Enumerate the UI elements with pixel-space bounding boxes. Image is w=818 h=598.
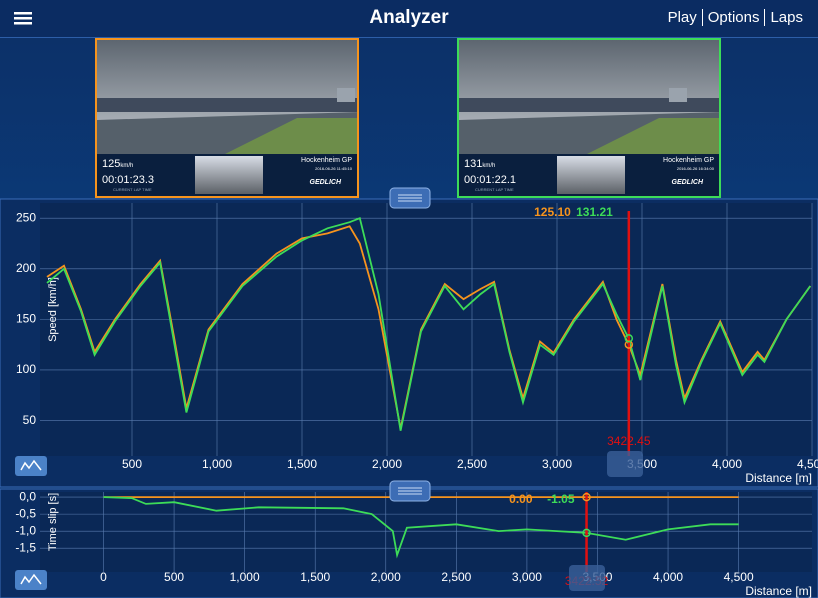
x-tick-label: 4,500 (724, 570, 754, 584)
button-body (15, 456, 47, 476)
cursor-marker (624, 334, 634, 343)
splitter-handle[interactable] (389, 187, 431, 209)
plot-area (40, 492, 812, 572)
button-icon (20, 573, 42, 585)
plot-area (40, 203, 812, 456)
x-tick-label: 3,500 (627, 457, 657, 471)
y-axis-label: Speed [km/h] (47, 277, 59, 342)
speed-unit: km/h (120, 163, 134, 169)
x-tick-label: 2,000 (372, 457, 402, 471)
lap-time-caption: CURRENT LAP TIME (113, 187, 152, 192)
x-tick-label: 2,500 (457, 457, 487, 471)
menu-item[interactable]: Laps (764, 9, 808, 26)
button-body (15, 570, 47, 590)
track: Hockenheim GP (663, 157, 714, 164)
speed: 131km/h (464, 158, 495, 170)
x-tick-label: 4,000 (712, 457, 742, 471)
date: 2016-06-26 16:34:00 (676, 166, 714, 171)
x-tick-label: 3,500 (582, 570, 612, 584)
scroll-thumb[interactable] (569, 565, 605, 591)
x-tick-label: 1,000 (230, 570, 260, 584)
x-tick-label: 3,000 (542, 457, 572, 471)
series-line (103, 496, 739, 559)
menu-item[interactable]: Options (701, 9, 765, 26)
video-info: 125km/h 00:01:23.3 CURRENT LAP TIME Hock… (97, 154, 357, 196)
onboard-thumbnail (557, 156, 625, 194)
y-tick-label: 250 (16, 210, 36, 224)
scroll-thumb[interactable] (607, 451, 643, 477)
top-bar: Analyzer Play Options Laps (0, 0, 818, 38)
cursor-position: 3422.45 (607, 434, 651, 448)
x-axis-label: Distance [m] (745, 584, 812, 598)
onboard-thumbnail (195, 156, 263, 194)
video-frame (97, 40, 357, 158)
speed-value: 131 (464, 158, 483, 170)
title: Analyzer (369, 7, 449, 28)
x-tick-label: 2,500 (441, 570, 471, 584)
cursor-marker (582, 492, 591, 502)
x-tick-label: 1,500 (300, 570, 330, 584)
handle-body (389, 187, 431, 209)
handle-body (389, 480, 431, 502)
speed-value: 125 (102, 158, 121, 170)
cursor-value: 131.21 (576, 205, 613, 219)
video-panel[interactable]: 125km/h 00:01:23.3 CURRENT LAP TIME Hock… (95, 38, 359, 198)
x-tick-label: 2,000 (371, 570, 401, 584)
x-tick-label: 500 (164, 570, 184, 584)
date: 2016-06-26 11:45:10 (315, 166, 352, 171)
lap-time: 00:01:23.3 (102, 174, 154, 186)
lap-time-caption: CURRENT LAP TIME (475, 187, 514, 192)
menu-button[interactable] (14, 12, 32, 25)
series-line (46, 216, 812, 431)
y-axis-label: Time slip [s] (47, 493, 59, 551)
cursor-value: 125.10 (534, 205, 571, 219)
cursor-position: 3422.52 (565, 574, 609, 588)
y-tick-label: 200 (16, 261, 36, 275)
video-info: 131km/h 00:01:22.1 CURRENT LAP TIME Hock… (459, 154, 719, 196)
y-tick-label: -1,0 (15, 523, 36, 537)
cursor-value: -1.05 (547, 492, 575, 506)
y-tick-label: 150 (16, 312, 36, 326)
button-icon (20, 459, 42, 471)
slip-panel (0, 488, 818, 598)
series-line (46, 225, 812, 429)
brand: GEDLICH (309, 179, 342, 186)
cursor-marker (582, 528, 591, 538)
x-tick-label: 1,000 (202, 457, 232, 471)
x-tick-label: 4,000 (653, 570, 683, 584)
y-tick-label: -0,5 (15, 506, 36, 520)
x-tick-label: 0 (100, 570, 107, 584)
speed: 125km/h (102, 158, 133, 170)
x-tick-label: 1,500 (287, 457, 317, 471)
x-tick-label: 4,500 (797, 457, 818, 471)
y-tick-label: 0,0 (19, 489, 36, 503)
speed-unit: km/h (482, 163, 496, 169)
chart-toggle[interactable] (15, 456, 47, 476)
cursor-value: 0.00 (509, 492, 533, 506)
menu-item[interactable]: Play (667, 9, 697, 26)
x-axis-label: Distance [m] (745, 471, 812, 485)
chart-toggle[interactable] (15, 570, 47, 590)
brand: GEDLICH (671, 179, 704, 186)
y-tick-label: 100 (16, 362, 36, 376)
y-tick-label: 50 (23, 413, 37, 427)
x-tick-label: 3,000 (512, 570, 542, 584)
cursor-marker (624, 340, 634, 349)
y-tick-label: -1,5 (15, 540, 36, 554)
menu: Play Options Laps (663, 9, 808, 26)
video-frame (459, 40, 719, 158)
splitter-handle[interactable] (389, 480, 431, 502)
track: Hockenheim GP (301, 157, 352, 164)
x-tick-label: 500 (122, 457, 142, 471)
lap-time: 00:01:22.1 (464, 174, 516, 186)
speed-panel (0, 198, 818, 488)
video-panel[interactable]: 131km/h 00:01:22.1 CURRENT LAP TIME Hock… (457, 38, 721, 198)
